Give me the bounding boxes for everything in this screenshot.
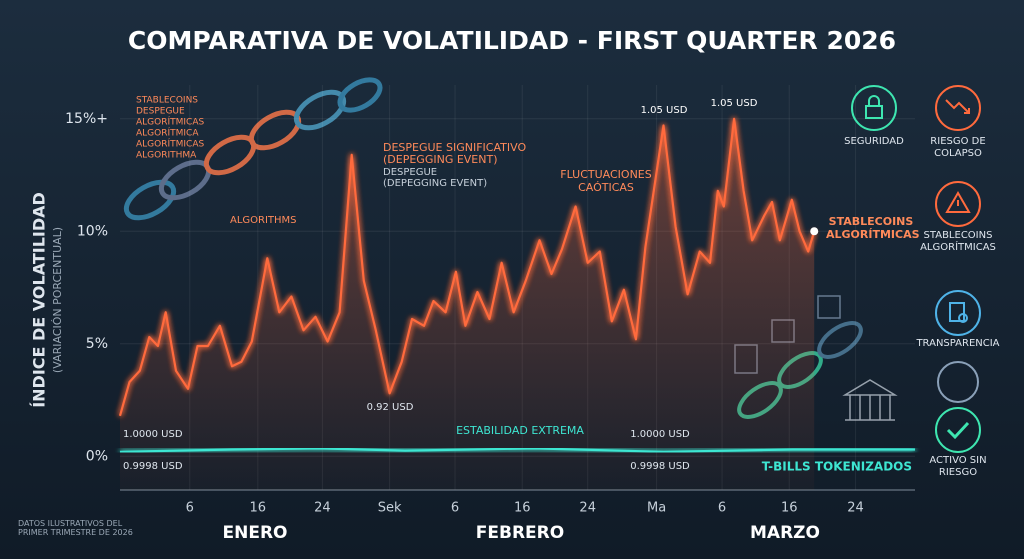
icon-label: TRANSPARENCIA (916, 338, 1000, 349)
annotation: FLUCTUACIONES (560, 168, 652, 181)
annotation: ALGORITHMA (136, 151, 197, 161)
series-line (119, 447, 915, 453)
annotation: DESPEGUE (383, 167, 437, 178)
y-axis-sublabel: (VARIACIÓN PORCENTUAL) (51, 227, 64, 373)
y-tick-label: 5% (86, 336, 108, 352)
area (120, 118, 815, 491)
x-tick-label: 16 (250, 501, 267, 516)
y-tick-label: 15%+ (65, 111, 108, 127)
x-tick-label: Sek (378, 501, 402, 516)
x-tick-label: 24 (847, 501, 864, 516)
annotation: 0.92 USD (367, 402, 414, 413)
end-point (810, 227, 819, 236)
icon-label: RIESGO DE COLAPSO (930, 136, 986, 159)
annotation: (DEPEGGING EVENT) (383, 153, 498, 166)
annotation: CAÓTICAS (578, 181, 634, 194)
annotation: ALGORÍTMICAS (136, 138, 204, 150)
icon-label: STABLECOINS ALGORÍTMICAS (920, 230, 996, 253)
series-end-label: T-BILLS TOKENIZADOS (762, 460, 912, 474)
footer-line: PRIMER TRIMESTRE DE 2026 (18, 528, 133, 538)
footer-line: DATOS ILUSTRATIVOS DEL (18, 519, 123, 528)
annotation: ESTABILIDAD EXTREMA (456, 424, 584, 437)
footer: DATOS ILUSTRATIVOS DEL PRIMER TRIMESTRE D… (18, 519, 158, 537)
annotation: ALGORÍTMICA (136, 127, 199, 139)
annotation: 0.9998 USD (123, 461, 183, 472)
annotation: ALGORÍTMICAS (136, 116, 204, 128)
y-tick-label: 0% (86, 448, 108, 464)
month-label: FEBRERO (476, 523, 564, 543)
chain-illustration (123, 77, 383, 221)
annotation: ALGORITHMS (230, 215, 297, 226)
annotation: 1.0000 USD (630, 429, 690, 440)
x-tick-label: Ma (647, 501, 666, 516)
x-tick-label: 6 (718, 501, 726, 516)
icon-label: ACTIVO SIN RIESGO (929, 455, 987, 478)
y-axis-label: ÍNDICE DE VOLATILIDAD (30, 192, 49, 408)
x-tick-label: 6 (451, 501, 459, 516)
annotation: 0.9998 USD (630, 461, 690, 472)
annotation: 1.0000 USD (123, 429, 183, 440)
icons (851, 85, 981, 453)
annotation: 1.05 USD (711, 98, 758, 109)
month-label: MARZO (750, 523, 820, 543)
icon-label: SEGURIDAD (844, 136, 904, 147)
x-tick-label: 24 (314, 501, 331, 516)
chart-title: COMPARATIVA DE VOLATILIDAD - FIRST QUART… (128, 26, 896, 55)
x-tick-label: 16 (514, 501, 531, 516)
annotation: STABLECOINS (136, 96, 198, 106)
x-tick-label: 24 (579, 501, 596, 516)
y-tick-label: 10% (77, 223, 108, 239)
month-label: ENERO (223, 523, 288, 543)
series-line (118, 117, 816, 417)
annotation: 1.05 USD (641, 105, 688, 116)
x-tick-label: 16 (781, 501, 798, 516)
annotation: DESPEGUE SIGNIFICATIVO (383, 141, 526, 154)
series-end-label: STABLECOINS ALGORÍTMICAS (826, 215, 920, 241)
annotation: (DEPEGGING EVENT) (383, 178, 487, 189)
annotation: DESPEGUE (136, 107, 185, 117)
x-tick-label: 6 (186, 501, 194, 516)
